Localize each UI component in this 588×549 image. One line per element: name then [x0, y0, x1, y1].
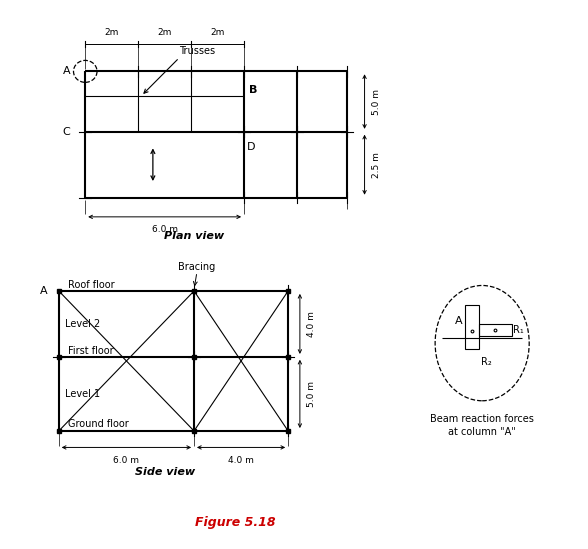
- Bar: [286, 429, 290, 433]
- Text: D: D: [247, 142, 255, 152]
- Text: R₂: R₂: [481, 357, 492, 367]
- Text: A: A: [455, 316, 463, 326]
- Bar: [465, 305, 479, 349]
- Bar: [286, 355, 290, 359]
- Text: A: A: [39, 286, 47, 296]
- Bar: [192, 355, 196, 359]
- Text: Level 1: Level 1: [65, 389, 100, 399]
- Text: 6.0 m: 6.0 m: [152, 225, 178, 234]
- Text: R₁: R₁: [513, 325, 524, 335]
- Text: 5.0 m: 5.0 m: [372, 88, 380, 115]
- Bar: [286, 289, 290, 293]
- Text: Bracing: Bracing: [178, 262, 216, 272]
- Bar: [56, 289, 61, 293]
- Text: Trusses: Trusses: [179, 46, 215, 56]
- Text: 2m: 2m: [211, 29, 225, 37]
- Text: 2.5 m: 2.5 m: [372, 152, 380, 178]
- Bar: [56, 355, 61, 359]
- Bar: [56, 429, 61, 433]
- Text: C: C: [63, 127, 71, 137]
- Text: 6.0 m: 6.0 m: [113, 456, 139, 464]
- Text: Level 2: Level 2: [65, 319, 100, 329]
- Text: First floor: First floor: [68, 346, 113, 356]
- Bar: [479, 324, 512, 336]
- Bar: [192, 429, 196, 433]
- Text: Plan view: Plan view: [164, 231, 224, 240]
- Bar: [192, 289, 196, 293]
- Text: Side view: Side view: [135, 467, 195, 477]
- Text: 5.0 m: 5.0 m: [307, 381, 316, 407]
- Text: Figure 5.18: Figure 5.18: [195, 516, 276, 529]
- Text: 2m: 2m: [158, 29, 172, 37]
- Text: 2m: 2m: [105, 29, 119, 37]
- Text: Ground floor: Ground floor: [68, 419, 128, 429]
- Text: Roof floor: Roof floor: [68, 280, 114, 290]
- Text: at column "A": at column "A": [448, 427, 516, 437]
- Text: A: A: [63, 66, 71, 76]
- Text: B: B: [249, 85, 257, 95]
- Text: 4.0 m: 4.0 m: [228, 456, 254, 464]
- Text: 4.0 m: 4.0 m: [307, 311, 316, 337]
- Text: Beam reaction forces: Beam reaction forces: [430, 414, 534, 424]
